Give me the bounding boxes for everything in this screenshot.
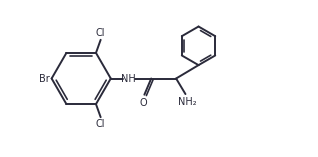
Text: Cl: Cl xyxy=(96,119,105,129)
Text: Br: Br xyxy=(39,73,50,84)
Text: Cl: Cl xyxy=(96,28,105,38)
Text: O: O xyxy=(139,98,147,108)
Text: NH: NH xyxy=(121,73,136,84)
Text: NH₂: NH₂ xyxy=(178,97,196,107)
